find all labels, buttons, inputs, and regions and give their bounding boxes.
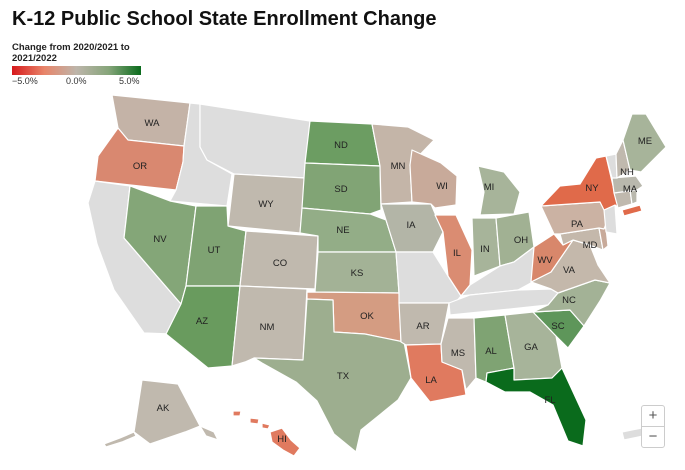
state-label-oklahoma: OK (360, 311, 374, 322)
legend-tick-min: −5.0% (12, 76, 38, 86)
state-label-wyoming: WY (258, 199, 274, 210)
state-label-minnesota: MN (391, 161, 406, 172)
state-label-illinois: IL (453, 248, 461, 259)
state-label-massachusetts: MA (623, 184, 638, 195)
state-label-ohio: OH (514, 235, 528, 246)
state-florida[interactable] (485, 367, 587, 447)
map-title: K-12 Public School State Enrollment Chan… (12, 8, 437, 30)
state-label-west-virginia: WV (537, 255, 553, 266)
state-label-hawaii: HI (277, 434, 287, 445)
state-label-pennsylvania: PA (571, 219, 584, 230)
state-label-south-dakota: SD (334, 184, 347, 195)
state-south-dakota[interactable] (301, 162, 382, 215)
state-label-north-dakota: ND (334, 140, 348, 151)
hawaii-island-kauai (232, 410, 242, 417)
state-label-maine: ME (638, 136, 652, 147)
legend-tick-mid: 0.0% (66, 76, 87, 86)
state-label-arizona: AZ (196, 316, 208, 327)
state-michigan[interactable] (477, 165, 521, 216)
state-label-colorado: CO (273, 258, 287, 269)
zoom-in-button[interactable]: + (648, 407, 658, 424)
legend-ticks: −5.0% 0.0% 5.0% (12, 75, 147, 87)
offshore-territory-shape (621, 427, 644, 441)
hawaii-island-molokai (261, 422, 271, 430)
alaska-aleutian-islands (103, 431, 137, 448)
state-label-iowa: IA (407, 220, 417, 231)
state-label-texas: TX (337, 371, 350, 382)
state-label-wisconsin: WI (436, 181, 448, 192)
state-label-florida: FL (544, 395, 555, 406)
state-label-north-carolina: NC (562, 295, 576, 306)
state-label-alabama: AL (485, 346, 497, 357)
state-texas[interactable] (253, 298, 412, 453)
zoom-out-button[interactable]: − (642, 426, 664, 447)
state-alaska[interactable] (133, 379, 201, 445)
state-wisconsin[interactable] (409, 149, 458, 209)
state-label-new-hampshire: NH (620, 167, 634, 178)
zoom-control: + − (641, 405, 665, 448)
state-label-maryland: MD (583, 240, 598, 251)
legend-tick-max: 5.0% (119, 76, 140, 86)
state-label-mississippi: MS (451, 348, 465, 359)
state-label-washington: WA (145, 118, 161, 129)
state-label-south-carolina: SC (551, 321, 564, 332)
state-label-indiana: IN (480, 244, 490, 255)
state-label-louisiana: LA (425, 375, 437, 386)
state-label-oregon: OR (133, 161, 147, 172)
state-label-kansas: KS (351, 268, 364, 279)
state-label-new-mexico: NM (260, 322, 275, 333)
state-massachusetts[interactable] (611, 175, 644, 194)
state-label-nebraska: NE (336, 225, 349, 236)
color-legend: Change from 2020/2021 to 2021/2022 −5.0%… (12, 42, 147, 87)
state-label-new-york: NY (585, 183, 599, 194)
state-label-nevada: NV (153, 234, 167, 245)
state-label-arkansas: AR (416, 321, 429, 332)
state-label-utah: UT (208, 245, 221, 256)
state-label-alaska: AK (157, 403, 170, 414)
state-label-virginia: VA (563, 265, 576, 276)
alaska-panhandle (199, 425, 219, 441)
state-maine[interactable] (622, 113, 667, 173)
state-label-georgia: GA (524, 342, 538, 353)
legend-title: Change from 2020/2021 to 2021/2022 (12, 42, 130, 64)
legend-color-ramp (12, 66, 141, 75)
state-label-michigan: MI (484, 182, 495, 193)
hawaii-island-oahu (249, 417, 260, 425)
state-hawaii[interactable] (269, 427, 301, 457)
state-long-island[interactable] (621, 204, 643, 217)
